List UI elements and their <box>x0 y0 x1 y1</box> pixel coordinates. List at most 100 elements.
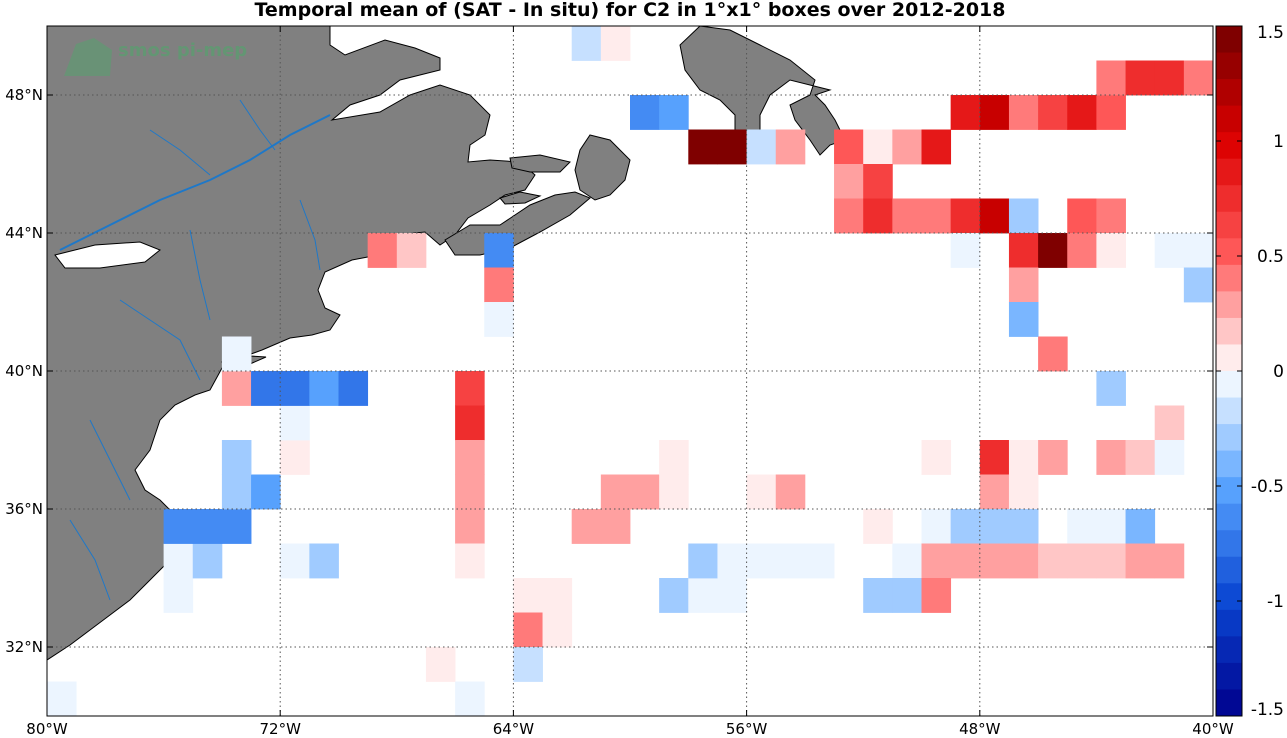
logo-text: smos pi-mep <box>118 40 247 61</box>
colorbar-segment <box>1216 477 1242 505</box>
island-anticosti <box>509 154 571 173</box>
heatmap-cell <box>251 371 281 406</box>
colorbar-tick-label: -1.5 <box>1251 700 1284 720</box>
heatmap-cell <box>950 543 981 579</box>
heatmap-cell <box>251 474 281 510</box>
heatmap-cell <box>455 440 485 475</box>
colorbar-segment <box>1216 158 1242 186</box>
heatmap-cell <box>834 164 864 199</box>
heatmap-cell <box>455 371 485 406</box>
st-lawrence-river <box>59 114 331 251</box>
heatmap-cell <box>1154 405 1185 441</box>
heatmap-cell <box>484 302 514 337</box>
island-cape-breton <box>574 134 631 201</box>
colorbar-tick-label: 1 <box>1273 132 1284 152</box>
heatmap-cell <box>1183 267 1213 303</box>
heatmap-cell <box>163 578 194 613</box>
heatmap-cell <box>921 543 952 579</box>
colorbar-tick-label: 1.5 <box>1257 23 1284 43</box>
land-mass <box>47 26 846 661</box>
heatmap-cell <box>280 440 310 475</box>
heatmap-cell <box>1096 198 1126 234</box>
heatmap-cell <box>1096 543 1126 579</box>
heatmap-cell <box>659 95 689 130</box>
heatmap-cell <box>513 578 543 613</box>
colorbar-segment <box>1216 264 1242 292</box>
heatmap-cell <box>892 198 922 234</box>
heatmap-cell <box>367 233 398 268</box>
chart-title: Temporal mean of (SAT - In situ) for C2 … <box>254 0 1005 21</box>
heatmap-cell <box>688 543 718 579</box>
heatmap-cell <box>892 129 922 165</box>
heatmap-cell <box>979 474 1010 510</box>
heatmap-cell <box>950 198 981 234</box>
heatmap-cell <box>192 509 223 544</box>
colorbar-segment <box>1216 79 1242 107</box>
heatmap-cell <box>455 543 485 579</box>
heatmap-cell <box>1154 543 1185 579</box>
colorbar-segment <box>1216 424 1242 452</box>
heatmap-cell <box>688 129 718 165</box>
heatmap-cell <box>1096 95 1126 130</box>
heatmap-cell <box>804 543 835 579</box>
island-pei <box>499 191 542 205</box>
heatmap-cell <box>1038 95 1068 130</box>
heatmap-cell <box>1096 233 1126 268</box>
heatmap-cell <box>1183 60 1213 96</box>
heatmap-cell <box>513 647 543 682</box>
heatmap-cell <box>921 578 952 613</box>
y-tick-label: 36°N <box>5 500 43 518</box>
heatmap-cell <box>659 578 689 613</box>
heatmap-cell <box>892 578 922 613</box>
heatmap-cell <box>455 509 485 544</box>
heatmap-cell <box>979 509 1010 544</box>
heatmap-cell <box>1154 233 1185 268</box>
colorbar-tick-label: 0 <box>1273 362 1284 382</box>
y-axis: 32°N 36°N 40°N 44°N 48°N <box>5 86 1213 656</box>
heatmap-cell <box>1008 233 1039 268</box>
heatmap-cell <box>659 474 689 510</box>
colorbar-segment <box>1216 450 1242 478</box>
heatmap-cell <box>1038 233 1068 268</box>
heatmap-cell <box>1067 509 1097 544</box>
heatmap-cell <box>921 440 952 475</box>
heatmap-cell <box>1008 474 1039 510</box>
colorbar: 1.5 1 0.5 0 -0.5 -1 -1.5 <box>1215 23 1284 720</box>
colorbar-segment <box>1216 556 1242 584</box>
plot-area: smos pi-mep <box>47 26 1213 716</box>
heatmap-cell <box>775 474 806 510</box>
heatmap-cell <box>834 198 864 234</box>
heatmap-cell <box>280 543 310 579</box>
heatmap-cell <box>688 578 718 613</box>
heatmap-cell <box>863 164 893 199</box>
heatmap-cell <box>979 198 1010 234</box>
heatmap-cell <box>571 509 602 544</box>
heatmap-cell <box>1038 336 1068 372</box>
colorbar-segment <box>1216 583 1242 611</box>
heatmap-cell <box>484 233 514 268</box>
heatmap-cell <box>921 198 952 234</box>
heatmap-cell <box>1008 267 1039 303</box>
heatmap-cell <box>513 612 543 648</box>
heatmap-cell <box>630 95 660 130</box>
smos-pi-mep-logo: smos pi-mep <box>64 38 247 76</box>
heatmap-cell <box>1008 302 1039 337</box>
heatmap-cell <box>863 198 893 234</box>
heatmap-cell <box>1038 543 1068 579</box>
heatmap-cell <box>717 578 747 613</box>
colorbar-segment <box>1216 371 1242 399</box>
heatmap-cell <box>221 336 252 372</box>
heatmap-cell <box>1096 509 1126 544</box>
heatmap-cell <box>600 474 631 510</box>
heatmap-cell <box>979 543 1010 579</box>
heatmap-cell <box>1067 198 1097 234</box>
lake-ontario <box>54 241 161 269</box>
heatmap-cell <box>921 509 952 544</box>
heatmap-cell <box>1008 543 1039 579</box>
heatmap-cell <box>1125 440 1156 475</box>
graticule <box>47 26 1213 716</box>
heatmap-cell <box>950 95 981 130</box>
heatmap-cell <box>338 371 369 406</box>
heatmap-cell <box>309 371 339 406</box>
